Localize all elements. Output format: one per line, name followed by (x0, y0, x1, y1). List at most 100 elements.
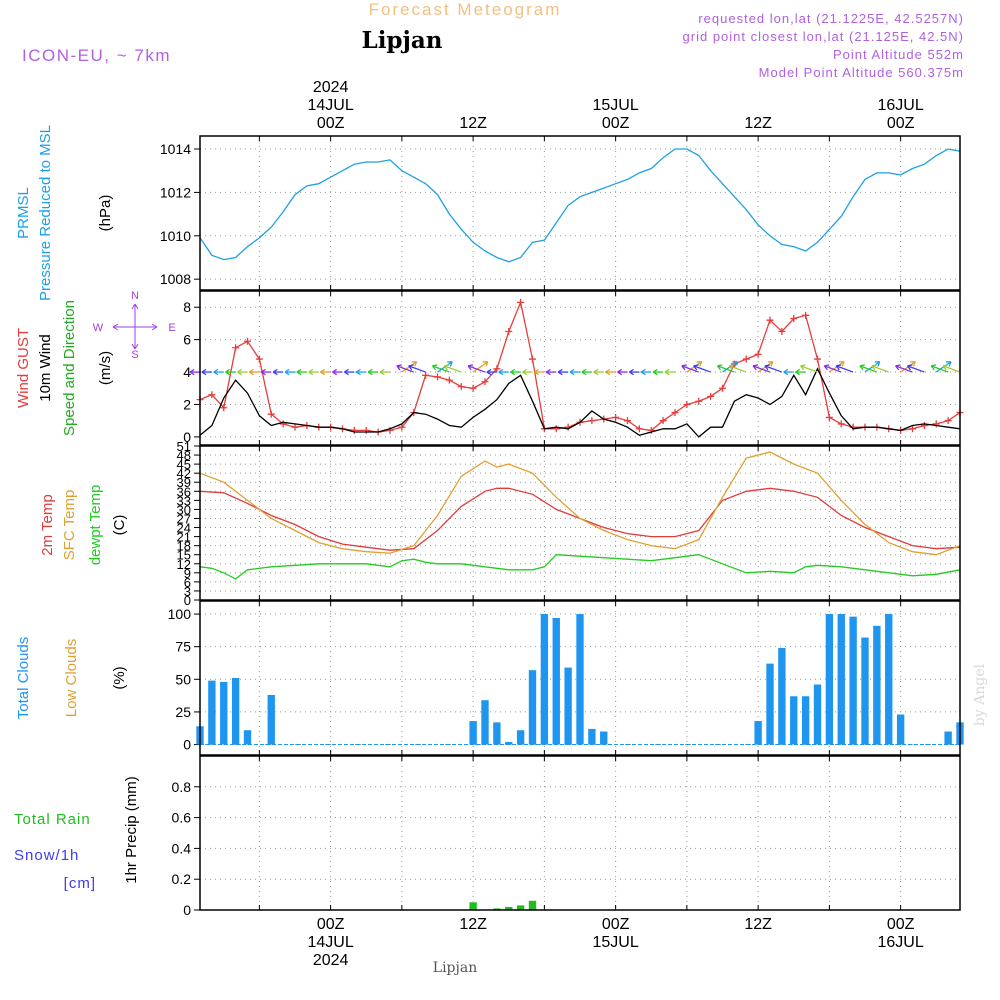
y-axis-title: (m/s) (97, 351, 114, 385)
y-tick-label: 100 (168, 606, 192, 622)
wind-direction-arrow (225, 368, 236, 376)
wind-direction-arrow (795, 368, 806, 376)
y-tick-label: 27 (177, 511, 191, 526)
gust-marker (232, 344, 240, 352)
model-label: ICON-EU, ~ 7km (22, 46, 171, 65)
y-axis-title: Total Clouds (15, 637, 32, 720)
requested-coords: requested lon,lat (21.1225E, 42.5257N) (698, 11, 964, 26)
y-tick-label: 25 (175, 704, 191, 720)
clouds-bar (469, 721, 477, 745)
wind-direction-arrow (871, 364, 889, 373)
wind-direction-arrow (320, 368, 331, 376)
clouds-bar (516, 730, 525, 745)
gust-marker (849, 423, 857, 431)
y-tick-label: 6 (184, 575, 191, 590)
gust-marker (825, 413, 833, 421)
y-axis-title: PRMSL (15, 187, 32, 239)
compass-s: S (131, 349, 138, 361)
time-label-bottom: 00Z (317, 916, 345, 933)
clouds-bar (231, 678, 240, 745)
wind-direction-arrow (201, 368, 212, 376)
wind-direction-arrow (443, 364, 462, 373)
dewpt-line (199, 554, 961, 580)
gust-marker (350, 426, 358, 434)
gust-marker (279, 420, 287, 428)
y-tick-label: 50 (175, 671, 191, 687)
precip-bar (493, 908, 501, 910)
gust-marker (909, 425, 916, 433)
precip-bar (505, 906, 513, 910)
wind-direction-arrow (332, 368, 343, 376)
point-altitude: Point Altitude 552m (833, 47, 964, 62)
wind-direction-arrow (783, 368, 794, 376)
y-tick-label: 8 (183, 299, 191, 315)
gust-marker (505, 328, 513, 336)
wind-direction-arrow (605, 368, 616, 376)
panel-border (199, 600, 961, 756)
wind-direction-arrow (728, 364, 747, 373)
clouds-bar (813, 684, 822, 745)
clouds-bar (505, 741, 513, 745)
clouds-bar (896, 714, 905, 745)
y-tick-label: 2 (183, 396, 191, 412)
wind-direction-arrow (617, 368, 628, 376)
clouds-bar (908, 744, 917, 746)
clouds-bar (540, 614, 549, 745)
y-tick-label: 0.4 (172, 840, 192, 856)
y-tick-label: 39 (177, 475, 191, 490)
clouds-bar (801, 696, 810, 745)
gust-marker (434, 373, 441, 381)
y-axis-title: 10m Wind (37, 334, 54, 402)
clouds-bar (243, 730, 252, 745)
gust-marker (944, 417, 952, 425)
wind-direction-arrow (800, 364, 818, 373)
y-axis-title: Speed and Direction (61, 300, 78, 436)
time-label-bottom: 16JUL (878, 934, 924, 951)
y-tick-label: 1010 (160, 228, 191, 244)
y-axis-title: dewpt Temp (87, 485, 104, 566)
gust-line (199, 300, 961, 433)
wind-direction-arrow (752, 364, 771, 373)
wind-direction-arrow (396, 364, 414, 373)
gust-marker (635, 425, 643, 433)
gust-marker (778, 328, 786, 336)
wind-direction-arrow (895, 364, 913, 373)
clouds-bar (267, 694, 275, 745)
legend-text: [cm] (64, 875, 96, 892)
y-axis-title: SFC Temp (61, 490, 78, 561)
panel-border (199, 290, 961, 446)
gust-marker (837, 420, 845, 428)
y-tick-label: 1014 (160, 141, 191, 157)
time-label-top: 15JUL (593, 97, 639, 114)
clouds-bar (208, 680, 216, 745)
gust-marker (529, 355, 536, 363)
time-label-top: 12Z (744, 115, 772, 132)
clouds-bar (600, 731, 608, 745)
wind-direction-arrow (189, 368, 200, 376)
time-label-top: 00Z (887, 115, 915, 132)
precip-bar (516, 905, 525, 910)
y-tick-label: 0.6 (172, 810, 192, 826)
y-axis-title: Low Clouds (63, 639, 80, 717)
y-axis-title: 1hr Precip (mm) (123, 776, 140, 884)
gust-marker (742, 355, 750, 363)
gust-marker (683, 400, 691, 408)
clouds-bar (849, 616, 857, 745)
gust-marker (790, 315, 798, 323)
gust-marker (481, 378, 489, 386)
gust-marker (671, 409, 679, 417)
wind-direction-arrow (557, 368, 569, 376)
y-axis-title: (hPa) (97, 195, 114, 232)
time-label-bottom: 14JUL (308, 934, 354, 951)
wind-direction-arrow (629, 368, 640, 376)
compass-e: E (168, 322, 175, 334)
gust-marker (493, 365, 501, 373)
y-tick-label: 24 (177, 521, 191, 536)
clouds-bar (778, 647, 786, 745)
y-tick-label: 0 (183, 737, 191, 753)
time-label-bottom: 12Z (459, 916, 487, 933)
model-altitude: Model Point Altitude 560.375m (759, 65, 964, 80)
gust-marker (291, 423, 299, 431)
tsfc-line (199, 451, 961, 556)
